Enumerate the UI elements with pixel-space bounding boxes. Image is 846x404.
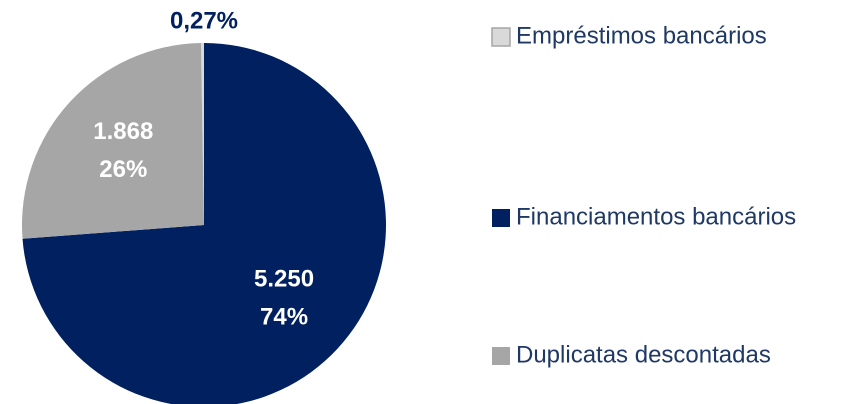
legend-swatch	[492, 347, 510, 365]
amount-label: 1.868	[93, 118, 153, 145]
pie-slice	[22, 43, 386, 404]
legend-label: Duplicatas descontadas	[516, 341, 771, 368]
legend-label: Financiamentos bancários	[516, 203, 796, 230]
legend-swatch	[491, 27, 511, 47]
pie-slice	[200, 43, 204, 225]
pie-slice	[22, 43, 204, 239]
amount-label: 5.250	[254, 266, 314, 293]
legend-label: Empréstimos bancários	[516, 22, 767, 49]
data-label: 74%	[260, 304, 308, 331]
legend-swatch	[492, 209, 510, 227]
data-label: 26%	[99, 156, 147, 183]
data-label: 0,27%	[170, 7, 238, 34]
